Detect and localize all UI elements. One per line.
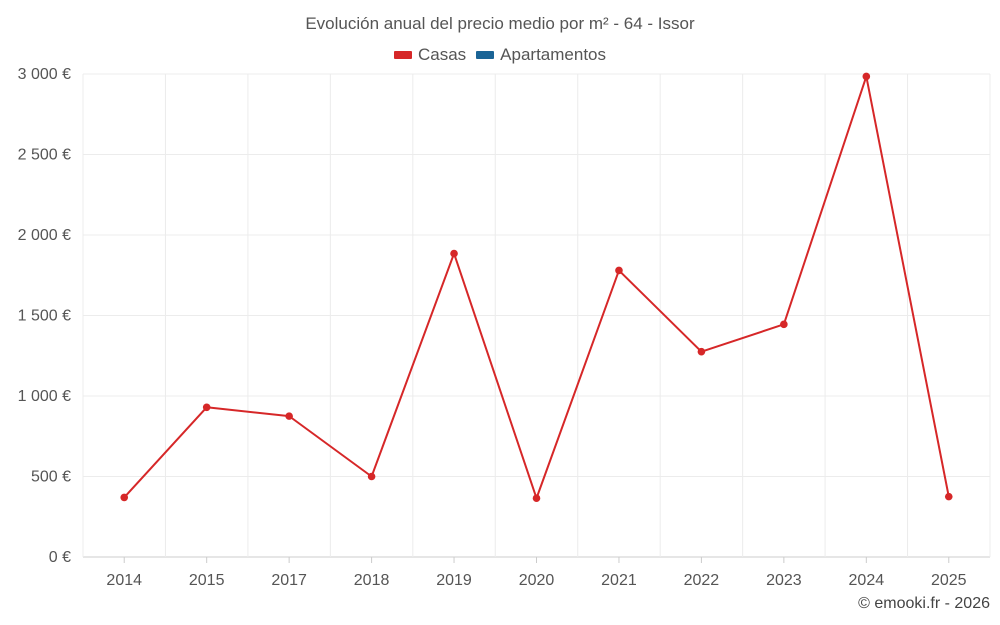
data-point-2017 (285, 412, 293, 420)
x-tick-label: 2023 (766, 572, 802, 589)
x-tick-label: 2014 (106, 572, 142, 589)
legend-label-casas: Casas (417, 45, 467, 64)
credit-text: © emooki.fr - 2026 (858, 595, 990, 612)
data-point-2018 (367, 472, 376, 481)
y-tick-label: 0 € (49, 549, 71, 566)
y-tick-label: 2 500 € (18, 147, 71, 164)
legend: Casas Apartamentos (0, 45, 1000, 65)
x-tick-label: 2015 (189, 572, 225, 589)
legend-label-apartamentos: Apartamentos (500, 45, 607, 64)
data-point-2025 (944, 492, 953, 501)
data-point-2023 (780, 320, 788, 329)
chart-title: Evolución anual del precio medio por m² … (305, 14, 695, 33)
x-tick-label: 2022 (684, 572, 720, 589)
x-tick-label: 2025 (931, 572, 967, 589)
x-tick-label: 2019 (436, 572, 472, 589)
data-point-2014 (120, 493, 129, 502)
legend-item-casas[interactable]: Casas (393, 45, 467, 65)
legend-swatch-apartamentos (476, 51, 495, 59)
y-tick-label: 2 000 € (18, 227, 71, 244)
data-point-2020 (532, 494, 541, 503)
x-tick-label: 2020 (519, 572, 555, 589)
x-tick-label: 2018 (354, 572, 390, 589)
data-point-2021 (615, 266, 623, 275)
data-point-2015 (202, 403, 211, 412)
legend-item-apartamentos[interactable]: Apartamentos (476, 45, 606, 65)
y-tick-label: 1 000 € (18, 388, 71, 405)
data-point-2019 (450, 249, 458, 258)
y-tick-label: 3 000 € (18, 66, 71, 83)
legend-swatch-casas (393, 51, 412, 59)
y-tick-label: 1 500 € (18, 308, 71, 325)
data-point-2024 (862, 72, 871, 81)
x-tick-label: 2021 (601, 572, 637, 589)
x-tick-label: 2017 (271, 572, 307, 589)
y-tick-label: 500 € (31, 469, 71, 486)
data-point-2022 (697, 347, 706, 356)
x-tick-label: 2024 (849, 572, 885, 589)
